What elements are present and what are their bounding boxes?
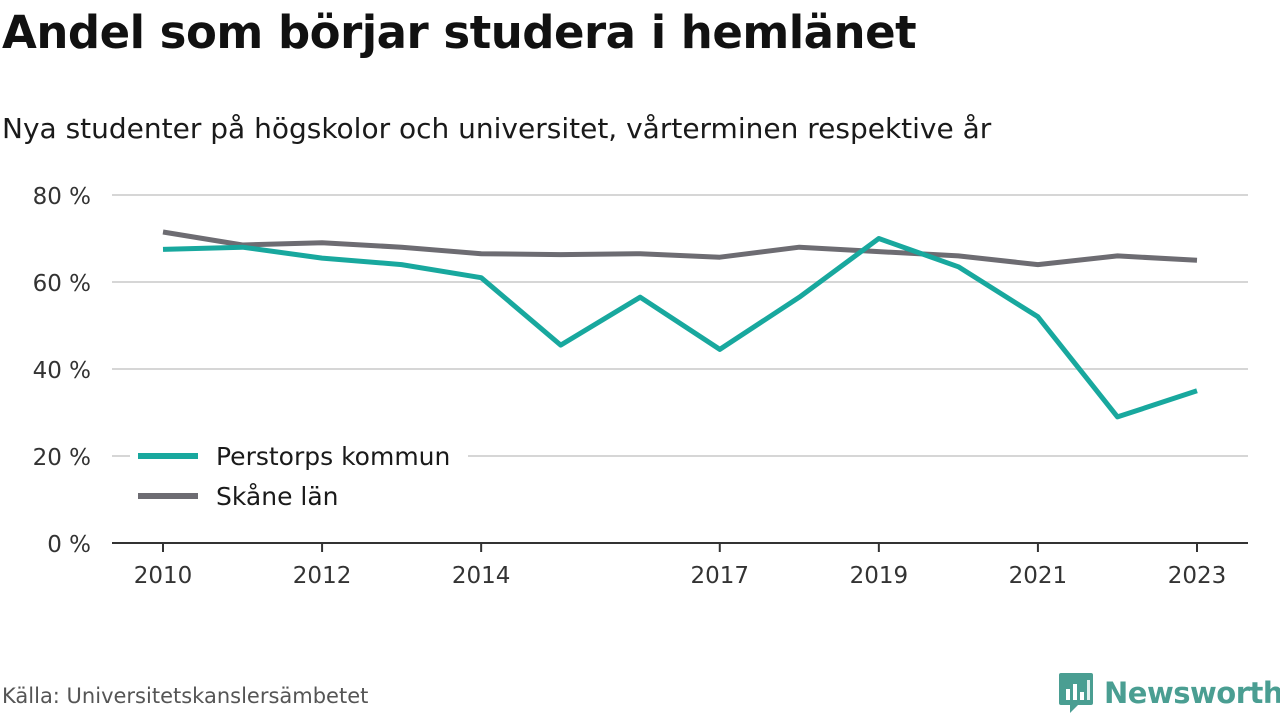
x-tick-label: 2012 [293,563,352,589]
series-line-1 [162,229,1198,268]
chart-subtitle: Nya studenter på högskolor och universit… [2,112,992,145]
legend-background [130,432,468,522]
brand-logo[interactable]: Newsworthy [1058,671,1280,715]
brand-name: Newsworthy [1104,676,1280,710]
y-tick-label: 60 % [33,271,91,297]
x-tick-label: 2014 [452,563,511,589]
series-line-0 [162,236,1198,420]
x-tick-label: 2021 [1009,563,1068,589]
source-note: Källa: Universitetskanslersämbetet [2,684,369,708]
x-tick-label: 2023 [1168,563,1227,589]
newsworthy-logo-icon [1059,673,1093,713]
chart-title: Andel som börjar studera i hemlänet [2,6,917,59]
series-layer [162,229,1198,420]
legend-label: Perstorps kommun [216,442,450,471]
axis-layer: 0 % 20 % 40 % 60 % 80 % 2010 2012 2014 2017 2019 2… [33,184,1248,589]
y-tick-label: 80 % [33,184,91,210]
x-tick-label: 2017 [690,563,749,589]
x-tick-label: 2019 [850,563,909,589]
y-tick-label: 0 % [47,532,91,558]
legend: Perstorps kommun Skåne län [130,432,468,522]
x-tick-label: 2010 [134,563,193,589]
legend-label: Skåne län [216,482,339,511]
y-tick-label: 20 % [33,445,91,471]
y-tick-label: 40 % [33,358,91,384]
